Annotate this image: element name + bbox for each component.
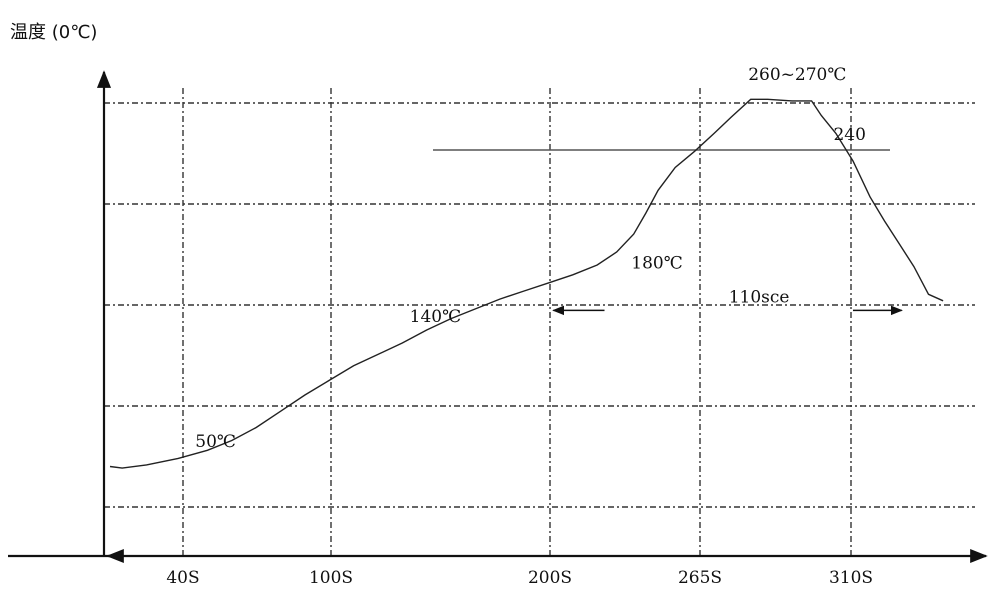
temperature-curve [109,98,944,469]
axes [8,70,988,564]
annotations: 50℃ 140℃ 180℃ 260~270℃ 240 110sce [195,65,866,452]
x-tick-label-0: 40S [166,568,199,588]
annotation-2: 180℃ [631,253,682,273]
x-tick-label-3: 265S [678,568,722,588]
y-axis-label: 温度 (0℃) [10,22,97,43]
annotation-4: 240 [833,125,865,145]
annotation-0: 50℃ [195,432,236,452]
x-tick-label-2: 200S [528,568,572,588]
x-tick-label-4: 310S [829,568,873,588]
grid-lines [104,88,975,556]
annotation-1: 140℃ [410,307,461,327]
x-tick-label-1: 100S [309,568,353,588]
annotation-5: 110sce [729,287,790,307]
x-tick-labels: 40S 100S 200S 265S 310S [166,568,873,588]
annotation-3: 260~270℃ [748,65,846,85]
